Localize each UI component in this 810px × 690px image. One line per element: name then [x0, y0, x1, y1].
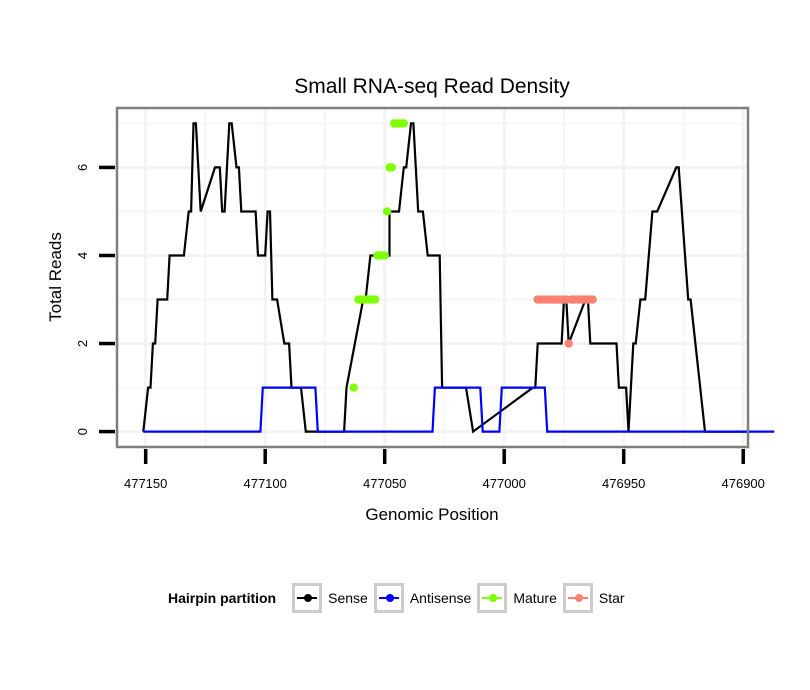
x-tick-label: 477050	[363, 476, 406, 491]
legend-label-mature: Mature	[513, 590, 557, 606]
legend-key-antisense	[373, 583, 404, 613]
legend-label-star: Star	[598, 590, 625, 606]
data-point-mature	[380, 251, 389, 260]
legend-label-sense: Sense	[328, 590, 368, 606]
data-point-mature	[399, 119, 409, 128]
x-tick-label: 476950	[602, 476, 645, 491]
y-tick-label: 2	[75, 340, 90, 347]
legend-key-sense	[292, 583, 323, 613]
plot-area	[115, 106, 775, 449]
x-tick-label: 476900	[722, 476, 765, 491]
legend: Hairpin partition Sense Antisense Mature…	[168, 580, 631, 616]
y-tick-label: 0	[75, 428, 90, 435]
legend-title: Hairpin partition	[168, 590, 277, 606]
plot-border	[115, 106, 750, 449]
data-point-mature	[387, 163, 397, 172]
x-tick-label: 477100	[243, 476, 286, 491]
y-tick-label: 6	[75, 164, 90, 171]
y-axis: 0 2 4 6	[75, 164, 115, 435]
x-axis-title: Genomic Position	[365, 505, 498, 524]
y-axis-title: Total Reads	[46, 232, 65, 322]
plot-background	[117, 108, 748, 447]
data-point-mature	[382, 207, 392, 216]
legend-key-mature	[477, 583, 508, 613]
chart-title: Small RNA-seq Read Density	[294, 75, 570, 98]
legend-label-antisense: Antisense	[409, 590, 472, 606]
legend-key-star	[562, 583, 593, 613]
x-tick-label: 477000	[483, 476, 526, 491]
x-tick-label: 477150	[124, 476, 167, 491]
data-point-mature	[349, 383, 358, 392]
series-line-antisense	[143, 386, 775, 433]
data-point-mature	[370, 295, 380, 304]
series-line-sense	[142, 122, 751, 434]
x-axis: 477150 477100 477050 477000 476950 476900	[124, 449, 765, 491]
data-point-star	[564, 339, 573, 348]
y-tick-label: 4	[75, 252, 90, 259]
data-point-star	[588, 295, 597, 304]
